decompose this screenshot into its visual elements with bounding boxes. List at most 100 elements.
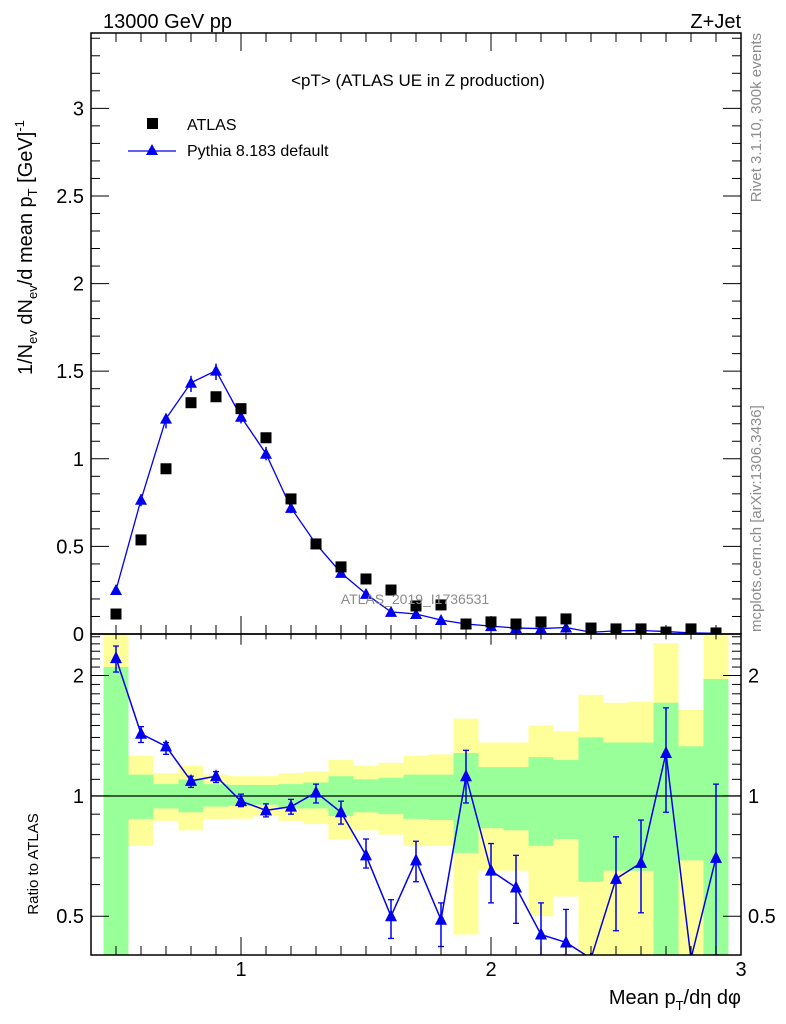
stat-uncertainty-band	[253, 784, 279, 805]
atlas-point	[410, 600, 422, 612]
ratio-point	[710, 850, 722, 863]
y-tick-label: 3	[73, 98, 84, 120]
atlas-point	[360, 573, 372, 585]
x-tick-label: 1	[235, 959, 246, 981]
pythia-point	[185, 376, 197, 388]
ratio-point	[610, 871, 622, 884]
y-tick-label: 0.5	[56, 536, 84, 558]
ratio-axis-label: Ratio to ATLAS	[25, 813, 42, 914]
pythia-point	[110, 584, 122, 596]
ratio-point	[435, 912, 447, 925]
ratio-point	[185, 773, 197, 786]
main-plot-marks	[110, 363, 722, 634]
atlas-point	[110, 608, 122, 620]
ratio-point	[235, 794, 247, 807]
ratio-point	[135, 726, 147, 739]
legend-pythia-marker	[146, 144, 158, 155]
ratio-point	[360, 848, 372, 861]
rivet-version-label: Rivet 3.1.10, 300k events	[748, 33, 765, 202]
pythia-point	[410, 608, 422, 620]
atlas-point	[260, 432, 272, 444]
atlas-point	[460, 618, 472, 630]
stat-uncertainty-band	[478, 767, 504, 829]
ratio-point	[410, 853, 422, 866]
legend-atlas-label: ATLAS	[187, 117, 237, 134]
atlas-point	[535, 616, 547, 628]
ratio-point	[310, 785, 322, 798]
pythia-point	[435, 613, 447, 625]
stat-uncertainty-band	[103, 667, 129, 955]
y-tick-label: 0	[73, 624, 84, 646]
pythia-point	[385, 605, 397, 617]
legend-pythia-label: Pythia 8.183 default	[187, 143, 329, 160]
x-tick-label: 3	[735, 959, 746, 981]
y-tick-label: 1.5	[56, 361, 84, 383]
pythia-point	[260, 447, 272, 459]
atlas-point	[210, 391, 222, 403]
pythia-point	[160, 412, 172, 424]
pythia-point	[210, 364, 222, 376]
stat-uncertainty-band	[428, 774, 454, 821]
pythia-point	[360, 587, 372, 599]
plot-title: <pT> (ATLAS UE in Z production)	[291, 71, 545, 90]
stat-uncertainty-band	[503, 767, 529, 831]
ratio-point	[510, 880, 522, 893]
ratio-point	[535, 927, 547, 940]
atlas-point	[160, 463, 172, 475]
ratio-point	[335, 805, 347, 818]
ratio-tick-label-left: 2	[73, 666, 84, 688]
ratio-point	[160, 739, 172, 752]
ratio-point	[635, 855, 647, 868]
y-axis-label: 1/Nev dNev/d mean pT [GeV]-1	[12, 120, 40, 375]
y-tick-label: 1	[73, 449, 84, 471]
analysis-watermark: ATLAS_2019_I1736531	[341, 591, 490, 607]
header-left: 13000 GeV pp	[103, 11, 232, 33]
atlas-point	[235, 403, 247, 415]
ratio-uncertainty-bands	[103, 634, 729, 955]
ratio-tick-label-right: 0.5	[748, 906, 776, 928]
atlas-point	[185, 397, 197, 409]
mcplots-label: mcplots.cern.ch [arXiv:1306.3436]	[748, 405, 765, 632]
x-tick-label: 2	[485, 959, 496, 981]
atlas-point	[560, 613, 572, 625]
y-tick-label: 2.5	[56, 186, 84, 208]
ratio-tick-label-right: 2	[748, 666, 759, 688]
ratio-point	[385, 909, 397, 922]
legend: ATLAS Pythia 8.183 default	[128, 117, 329, 160]
pythia-point	[235, 410, 247, 422]
ratio-tick-label-left: 0.5	[56, 906, 84, 928]
ratio-plot-marks	[110, 645, 722, 955]
ratio-point	[210, 769, 222, 782]
ratio-tick-label-left: 1	[73, 786, 84, 808]
stat-uncertainty-band	[403, 774, 429, 819]
stat-uncertainty-band	[528, 757, 554, 846]
atlas-point	[135, 534, 147, 546]
legend-atlas-marker	[147, 118, 158, 129]
ratio-point	[660, 746, 672, 759]
atlas-point	[285, 493, 297, 505]
pythia-point	[285, 501, 297, 513]
atlas-point	[510, 618, 522, 630]
axis-ticks	[91, 33, 742, 956]
atlas-point	[335, 561, 347, 573]
pythia-point	[135, 493, 147, 505]
atlas-point	[435, 599, 447, 611]
ratio-tick-label-right: 1	[748, 786, 759, 808]
atlas-point	[310, 538, 322, 550]
ratio-point	[485, 863, 497, 876]
stat-uncertainty-band	[578, 737, 604, 882]
ratio-point	[285, 799, 297, 812]
header-right: Z+Jet	[690, 11, 741, 33]
ratio-point	[260, 803, 272, 816]
atlas-point	[385, 584, 397, 596]
y-tick-label: 2	[73, 274, 84, 296]
ratio-point	[560, 935, 572, 948]
ratio-point	[110, 651, 122, 664]
ratio-point	[460, 769, 472, 782]
stat-uncertainty-band	[553, 759, 579, 840]
x-axis-label: Mean pT/dη dφ	[609, 987, 741, 1013]
stat-uncertainty-band	[678, 746, 704, 861]
axis-tick-labels: 1 2 3 0 0.5 1 1.5 2 2.5 3 0.5 0.5 1 1 2 2	[56, 98, 776, 981]
stat-uncertainty-band	[128, 774, 154, 819]
